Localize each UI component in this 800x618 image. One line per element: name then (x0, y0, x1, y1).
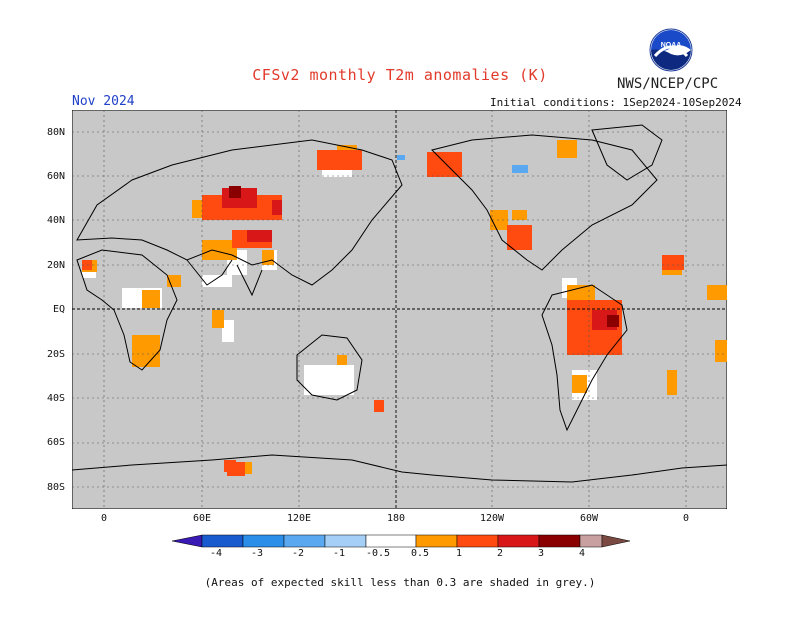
noaa-logo-text: NOAA (661, 42, 682, 49)
equator-dateline (72, 110, 727, 509)
lon-label: 120E (287, 513, 312, 524)
legend-label: 0.5 (411, 548, 430, 559)
lon-label: 120W (480, 513, 505, 524)
anomaly-map (72, 110, 727, 509)
lon-label: 180 (387, 513, 406, 524)
lat-label: 60N (47, 171, 66, 182)
color-legend (172, 534, 630, 548)
lat-label: 40N (47, 215, 66, 226)
agency-label: NWS/NCEP/CPC (617, 76, 719, 92)
initial-conditions: Initial conditions: 1Sep2024-10Sep2024 (490, 96, 742, 109)
legend-label: -3 (251, 548, 264, 559)
skill-note: (Areas of expected skill less than 0.3 a… (204, 576, 596, 589)
lat-label: 20N (47, 260, 66, 271)
cool-anomaly-regions (397, 155, 528, 173)
lon-label: 60E (193, 513, 212, 524)
lat-label: 60S (47, 437, 66, 448)
legend-label: -4 (210, 548, 223, 559)
lon-label: 60W (580, 513, 599, 524)
legend-label: 1 (456, 548, 463, 559)
lat-label: 80N (47, 127, 66, 138)
legend-label: -2 (292, 548, 305, 559)
graticule (72, 110, 727, 509)
legend-label: 4 (579, 548, 586, 559)
warm-anomaly-extreme (229, 186, 619, 327)
noaa-logo: NOAA (649, 28, 693, 72)
legend-label: 2 (497, 548, 504, 559)
lat-label: 80S (47, 482, 66, 493)
coastlines (72, 124, 727, 483)
map-title: CFSv2 monthly T2m anomalies (K) (252, 66, 548, 84)
legend-label: -0.5 (366, 548, 391, 559)
lon-label: 0 (101, 513, 108, 524)
lat-label: EQ (53, 304, 66, 315)
lon-label: 0 (683, 513, 690, 524)
legend-label: 3 (538, 548, 545, 559)
lat-label: 40S (47, 393, 66, 404)
forecast-month: Nov 2024 (72, 94, 135, 109)
legend-label: -1 (333, 548, 346, 559)
lat-label: 20S (47, 349, 66, 360)
